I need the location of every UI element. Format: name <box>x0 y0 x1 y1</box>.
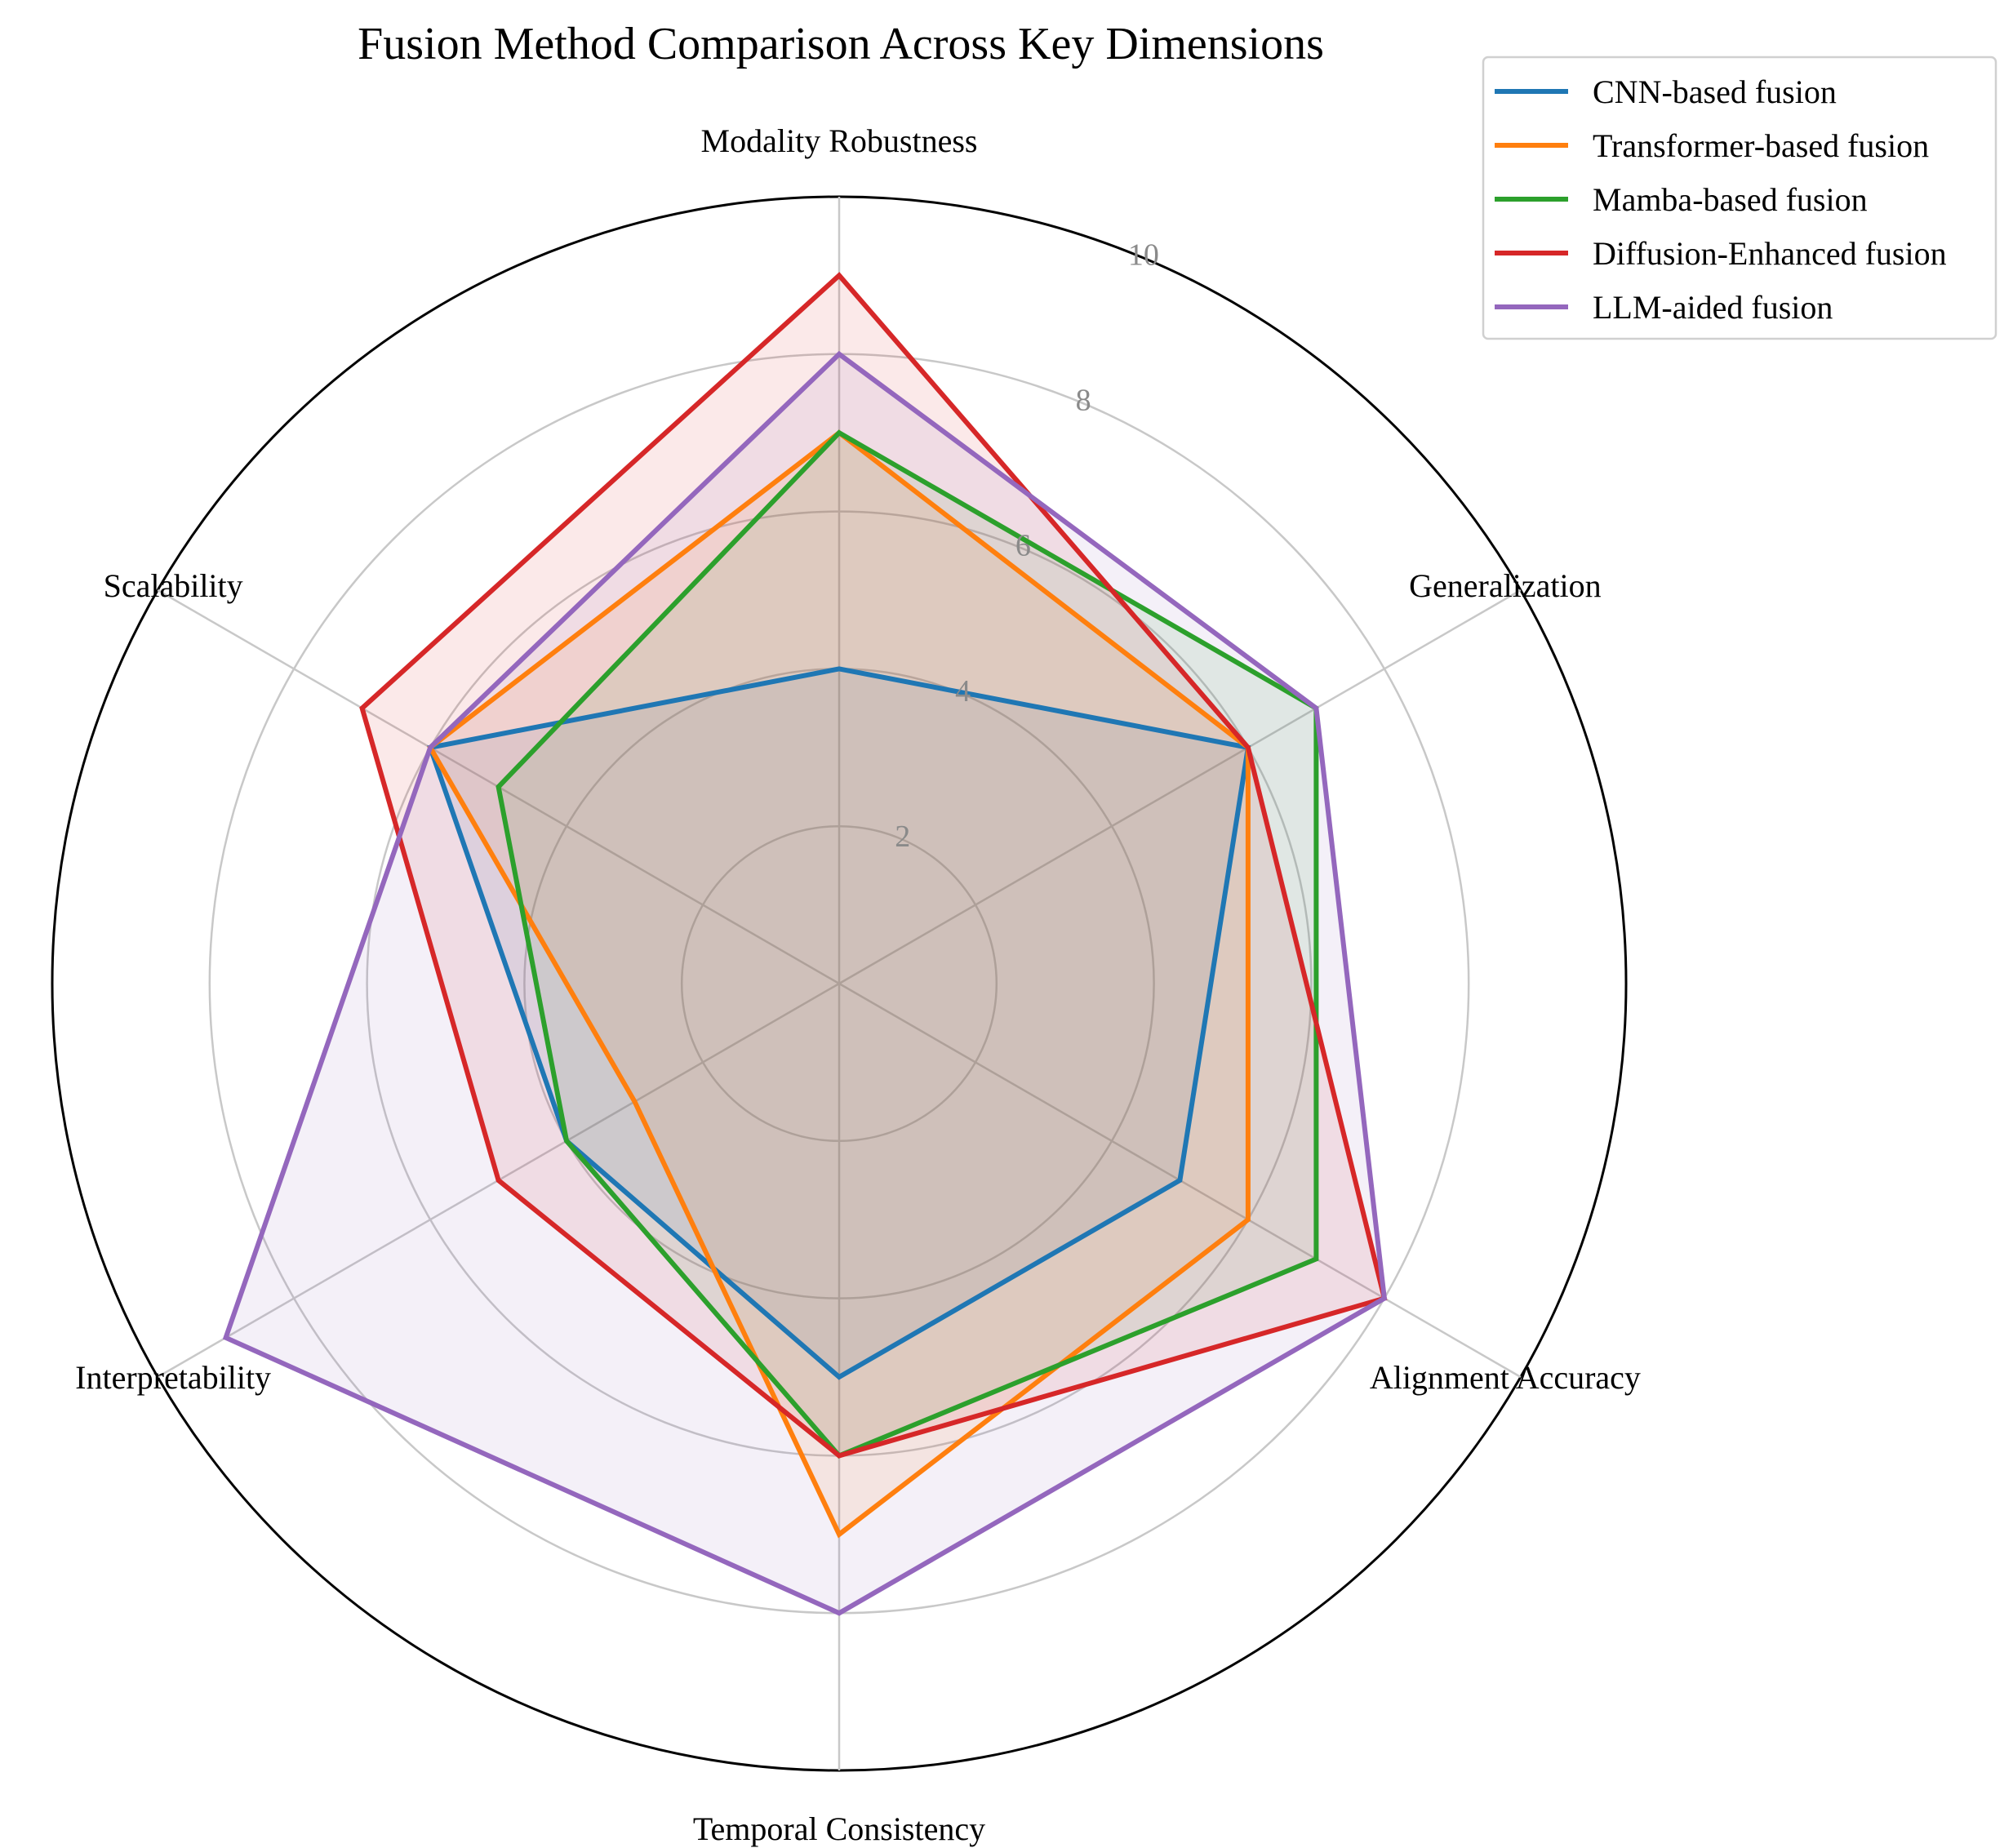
axis-label-5: Scalability <box>104 567 243 604</box>
chart-title: Fusion Method Comparison Across Key Dime… <box>358 19 1324 69</box>
radar-series <box>222 272 1388 1616</box>
rtick-label-4: 4 <box>955 674 971 709</box>
legend-label-2: Mamba-based fusion <box>1593 181 1868 218</box>
series-fill-0 <box>430 669 1248 1377</box>
legend-label-1: Transformer-based fusion <box>1593 127 1929 164</box>
legend-label-4: LLM-aided fusion <box>1593 289 1833 326</box>
series-line-3 <box>359 272 1388 1459</box>
axis-label-0: Modality Robustness <box>701 122 978 159</box>
axis-label-2: Alignment Accuracy <box>1370 1359 1641 1396</box>
axis-label-1: Generalization <box>1409 567 1601 604</box>
series-line-4 <box>222 350 1388 1616</box>
radar-labels: 2 4 6 8 10 Modality Robustness Generalization A… <box>75 122 1641 1847</box>
legend-label-3: Diffusion-Enhanced fusion <box>1593 235 1947 272</box>
rtick-label-8: 8 <box>1076 384 1091 418</box>
rtick-label-2: 2 <box>895 820 910 854</box>
spoke-1 <box>838 589 1522 985</box>
axis-label-3: Temporal Consistency <box>693 1810 985 1847</box>
legend-box <box>1482 56 1997 340</box>
legend-label-0: CNN-based fusion <box>1593 73 1837 110</box>
rtick-label-6: 6 <box>1015 529 1031 563</box>
rtick-label-10: 10 <box>1128 238 1159 272</box>
series-fill-2 <box>498 433 1317 1456</box>
legend: CNN-based fusion Transformer-based fusion… <box>1482 56 1997 340</box>
axis-label-4: Interpretability <box>75 1359 271 1396</box>
